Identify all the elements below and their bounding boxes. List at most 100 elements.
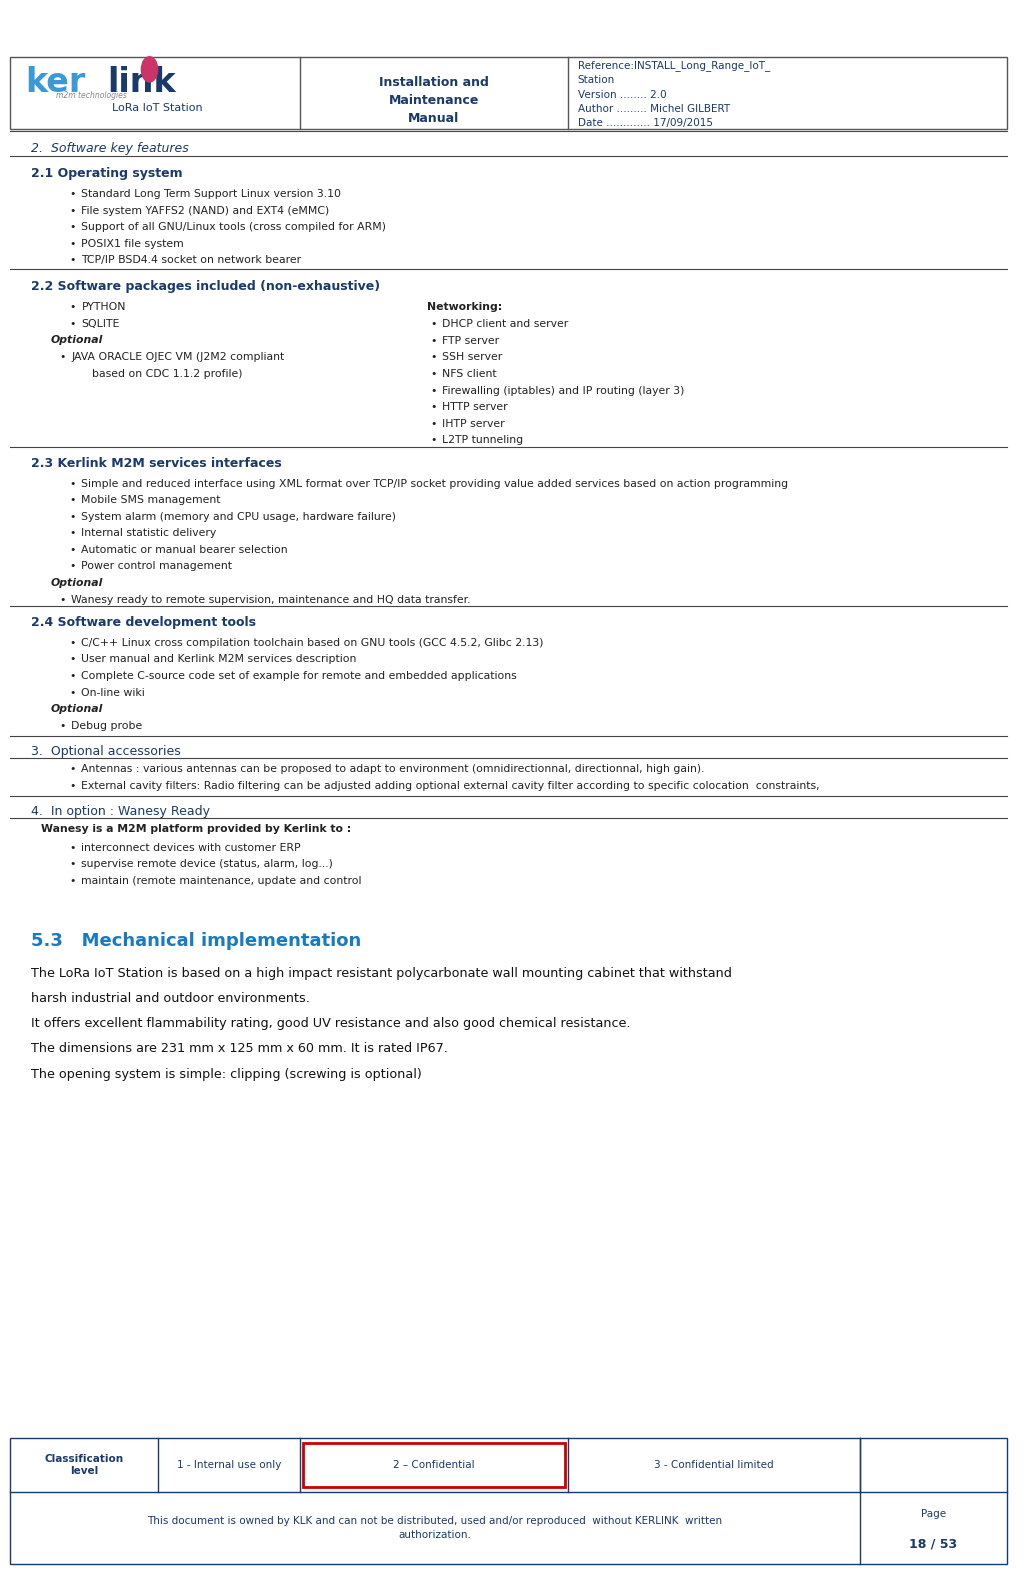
Bar bbox=[10, 1438, 1007, 1564]
Text: Power control management: Power control management bbox=[81, 561, 233, 571]
Text: harsh industrial and outdoor environments.: harsh industrial and outdoor environment… bbox=[31, 992, 310, 1005]
Text: maintain (remote maintenance, update and control: maintain (remote maintenance, update and… bbox=[81, 875, 362, 886]
Text: •: • bbox=[59, 595, 66, 606]
Text: TCP/IP BSD4.4 socket on network bearer: TCP/IP BSD4.4 socket on network bearer bbox=[81, 255, 301, 265]
Text: Wanesy ready to remote supervision, maintenance and HQ data transfer.: Wanesy ready to remote supervision, main… bbox=[71, 595, 470, 606]
Text: •: • bbox=[430, 402, 437, 412]
Text: 2.1 Operating system: 2.1 Operating system bbox=[31, 167, 182, 180]
Text: 3 - Confidential limited: 3 - Confidential limited bbox=[654, 1460, 774, 1470]
Text: System alarm (memory and CPU usage, hardware failure): System alarm (memory and CPU usage, hard… bbox=[81, 511, 397, 522]
Text: •: • bbox=[69, 319, 76, 328]
Text: Classification
level: Classification level bbox=[44, 1454, 123, 1476]
Text: FTP server: FTP server bbox=[443, 336, 499, 345]
Text: User manual and Kerlink M2M services description: User manual and Kerlink M2M services des… bbox=[81, 654, 357, 664]
Text: Support of all GNU/Linux tools (cross compiled for ARM): Support of all GNU/Linux tools (cross co… bbox=[81, 222, 386, 232]
Text: Optional: Optional bbox=[51, 334, 104, 345]
Text: based on CDC 1.1.2 profile): based on CDC 1.1.2 profile) bbox=[91, 369, 242, 378]
Text: Installation and
Maintenance
Manual: Installation and Maintenance Manual bbox=[379, 76, 489, 125]
Text: •: • bbox=[430, 336, 437, 345]
Text: •: • bbox=[69, 478, 76, 489]
Text: LoRa IoT Station: LoRa IoT Station bbox=[113, 103, 203, 114]
Text: Networking:: Networking: bbox=[427, 301, 502, 312]
Text: 2.3 Kerlink M2M services interfaces: 2.3 Kerlink M2M services interfaces bbox=[31, 456, 281, 470]
Text: External cavity filters: Radio filtering can be adjusted adding optional externa: External cavity filters: Radio filtering… bbox=[81, 781, 820, 790]
Bar bbox=[10, 57, 1007, 129]
Text: •: • bbox=[69, 875, 76, 886]
Text: •: • bbox=[59, 352, 66, 363]
Text: SQLITE: SQLITE bbox=[81, 319, 120, 328]
Text: •: • bbox=[69, 544, 76, 555]
Text: IHTP server: IHTP server bbox=[443, 418, 505, 429]
Text: 2.2 Software packages included (non-exhaustive): 2.2 Software packages included (non-exha… bbox=[31, 279, 379, 293]
Text: •: • bbox=[430, 319, 437, 330]
Text: •: • bbox=[69, 495, 76, 505]
Text: NFS client: NFS client bbox=[443, 369, 497, 378]
Text: •: • bbox=[69, 511, 76, 522]
Text: Mobile SMS management: Mobile SMS management bbox=[81, 495, 220, 505]
Text: The dimensions are 231 mm x 125 mm x 60 mm. It is rated IP67.: The dimensions are 231 mm x 125 mm x 60 … bbox=[31, 1042, 447, 1055]
Text: Complete C-source code set of example for remote and embedded applications: Complete C-source code set of example fo… bbox=[81, 670, 518, 681]
Text: POSIX1 file system: POSIX1 file system bbox=[81, 238, 184, 249]
Text: Standard Long Term Support Linux version 3.10: Standard Long Term Support Linux version… bbox=[81, 189, 341, 199]
Text: 5.3   Mechanical implementation: 5.3 Mechanical implementation bbox=[31, 932, 361, 949]
Text: Simple and reduced interface using XML format over TCP/IP socket providing value: Simple and reduced interface using XML f… bbox=[81, 478, 788, 489]
Text: Debug probe: Debug probe bbox=[71, 721, 142, 732]
Text: 3.  Optional accessories: 3. Optional accessories bbox=[31, 744, 180, 759]
Text: Page: Page bbox=[920, 1509, 946, 1519]
Bar bbox=[303, 1443, 565, 1487]
Text: JAVA ORACLE OJEC VM (J2M2 compliant: JAVA ORACLE OJEC VM (J2M2 compliant bbox=[71, 352, 285, 363]
Text: •: • bbox=[69, 238, 76, 249]
Text: L2TP tunneling: L2TP tunneling bbox=[443, 435, 524, 445]
Text: Firewalling (iptables) and IP routing (layer 3): Firewalling (iptables) and IP routing (l… bbox=[443, 385, 685, 396]
Text: ker: ker bbox=[26, 66, 86, 99]
Text: •: • bbox=[69, 670, 76, 681]
Text: Internal statistic delivery: Internal statistic delivery bbox=[81, 528, 216, 538]
Text: •: • bbox=[69, 301, 76, 312]
Text: interconnect devices with customer ERP: interconnect devices with customer ERP bbox=[81, 842, 301, 853]
Text: •: • bbox=[430, 352, 437, 363]
Text: Optional: Optional bbox=[51, 703, 104, 714]
Text: DHCP client and server: DHCP client and server bbox=[443, 319, 569, 330]
Text: •: • bbox=[430, 369, 437, 378]
Text: Wanesy is a M2M platform provided by Kerlink to :: Wanesy is a M2M platform provided by Ker… bbox=[41, 823, 351, 834]
Text: •: • bbox=[69, 654, 76, 664]
Text: 2 – Confidential: 2 – Confidential bbox=[393, 1460, 475, 1470]
Text: •: • bbox=[69, 781, 76, 790]
Text: 4.  In option : Wanesy Ready: 4. In option : Wanesy Ready bbox=[31, 804, 209, 818]
Text: •: • bbox=[69, 859, 76, 869]
Text: •: • bbox=[69, 222, 76, 232]
Text: 18 / 53: 18 / 53 bbox=[909, 1538, 957, 1550]
Text: The LoRa IoT Station is based on a high impact resistant polycarbonate wall moun: The LoRa IoT Station is based on a high … bbox=[31, 967, 732, 979]
Text: •: • bbox=[69, 763, 76, 774]
Text: •: • bbox=[430, 435, 437, 445]
Text: •: • bbox=[69, 637, 76, 648]
Text: •: • bbox=[69, 255, 76, 265]
Text: This document is owned by KLK and can not be distributed, used and/or reproduced: This document is owned by KLK and can no… bbox=[148, 1515, 723, 1541]
Text: •: • bbox=[69, 528, 76, 538]
Text: •: • bbox=[59, 721, 66, 732]
Text: Optional: Optional bbox=[51, 577, 104, 588]
Circle shape bbox=[141, 57, 158, 82]
Text: 2.4 Software development tools: 2.4 Software development tools bbox=[31, 615, 255, 629]
Text: Automatic or manual bearer selection: Automatic or manual bearer selection bbox=[81, 544, 288, 555]
Text: m2m technologies: m2m technologies bbox=[56, 90, 127, 99]
Text: HTTP server: HTTP server bbox=[443, 402, 508, 412]
Text: Antennas : various antennas can be proposed to adapt to environment (omnidirecti: Antennas : various antennas can be propo… bbox=[81, 763, 705, 774]
Text: supervise remote device (status, alarm, log...): supervise remote device (status, alarm, … bbox=[81, 859, 333, 869]
Text: SSH server: SSH server bbox=[443, 352, 502, 363]
Text: link: link bbox=[107, 66, 175, 99]
Text: •: • bbox=[69, 189, 76, 199]
Text: The opening system is simple: clipping (screwing is optional): The opening system is simple: clipping (… bbox=[31, 1068, 421, 1080]
Text: •: • bbox=[69, 688, 76, 697]
Text: PYTHON: PYTHON bbox=[81, 301, 126, 312]
Text: •: • bbox=[69, 842, 76, 853]
Text: On-line wiki: On-line wiki bbox=[81, 688, 146, 697]
Text: File system YAFFS2 (NAND) and EXT4 (eMMC): File system YAFFS2 (NAND) and EXT4 (eMMC… bbox=[81, 205, 330, 216]
Text: •: • bbox=[69, 205, 76, 216]
Text: Reference:INSTALL_Long_Range_IoT_
Station
Version ........ 2.0
Author ......... : Reference:INSTALL_Long_Range_IoT_ Statio… bbox=[578, 60, 770, 128]
Text: •: • bbox=[430, 385, 437, 396]
Text: 1 - Internal use only: 1 - Internal use only bbox=[176, 1460, 281, 1470]
Text: •: • bbox=[69, 561, 76, 571]
Text: C/C++ Linux cross compilation toolchain based on GNU tools (GCC 4.5.2, Glibc 2.1: C/C++ Linux cross compilation toolchain … bbox=[81, 637, 544, 648]
Text: It offers excellent flammability rating, good UV resistance and also good chemic: It offers excellent flammability rating,… bbox=[31, 1017, 630, 1030]
